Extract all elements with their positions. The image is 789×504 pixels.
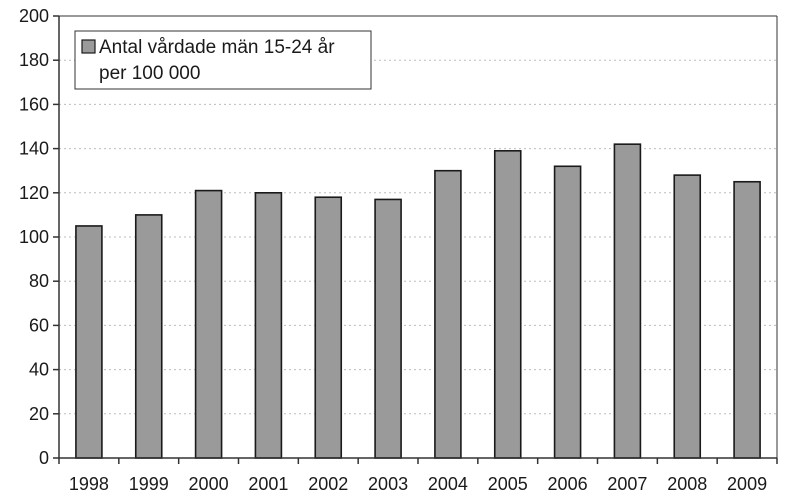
bar-2000 (194, 189, 223, 459)
bar-2001 (254, 192, 283, 459)
y-tick-label: 140 (19, 139, 49, 159)
x-tick-label-1998: 1998 (69, 474, 109, 494)
y-tick-label: 120 (19, 183, 49, 203)
axes (53, 15, 778, 464)
bar-2003 (374, 198, 402, 459)
legend-label-line-1: Antal vårdade män 15-24 år (99, 37, 335, 58)
bar-2005 (493, 150, 522, 459)
x-tick-label-2003: 2003 (368, 474, 408, 494)
x-tick-label-2005: 2005 (488, 474, 528, 494)
x-tick-labels: 1998 1999 2000 2001 2002 2003 2004 2005 2006 2007… (69, 474, 767, 494)
legend-box (74, 30, 372, 90)
bar-2009 (733, 180, 761, 459)
y-tick-labels: 0 20 40 60 80 100 120 140 160 180 200 (19, 6, 49, 468)
bar-2008 (673, 174, 702, 459)
y-tick-label: 100 (19, 227, 49, 247)
bar-1999 (134, 214, 163, 459)
x-tick-label-2001: 2001 (248, 474, 288, 494)
y-tick-label: 20 (29, 404, 49, 424)
bar-2004 (434, 169, 462, 459)
x-tick-label-2004: 2004 (428, 474, 468, 494)
legend-swatch (81, 39, 96, 54)
x-tick-label-2002: 2002 (308, 474, 348, 494)
y-tick-label: 40 (29, 360, 49, 380)
bar-2007 (613, 143, 642, 459)
y-tick-label: 0 (39, 448, 49, 468)
bar-2006 (553, 165, 582, 459)
legend: Antal vårdade män 15-24 år per 100 000 (74, 30, 372, 90)
y-tick-label: 160 (19, 94, 49, 114)
x-tick-label-2008: 2008 (667, 474, 707, 494)
x-tick-label-2009: 2009 (727, 474, 767, 494)
y-tick-label: 200 (19, 6, 49, 26)
bar-1998 (75, 225, 103, 459)
bar-2002 (314, 196, 343, 459)
y-tick-label: 60 (29, 315, 49, 335)
x-tick-label-2007: 2007 (607, 474, 647, 494)
x-tick-label-2006: 2006 (548, 474, 588, 494)
x-tick-label-2000: 2000 (189, 474, 229, 494)
legend-label-line-2: per 100 000 (99, 63, 200, 84)
y-tick-label: 180 (19, 50, 49, 70)
y-tick-label: 80 (29, 271, 49, 291)
x-tick-label-1999: 1999 (129, 474, 169, 494)
bars (75, 143, 761, 459)
